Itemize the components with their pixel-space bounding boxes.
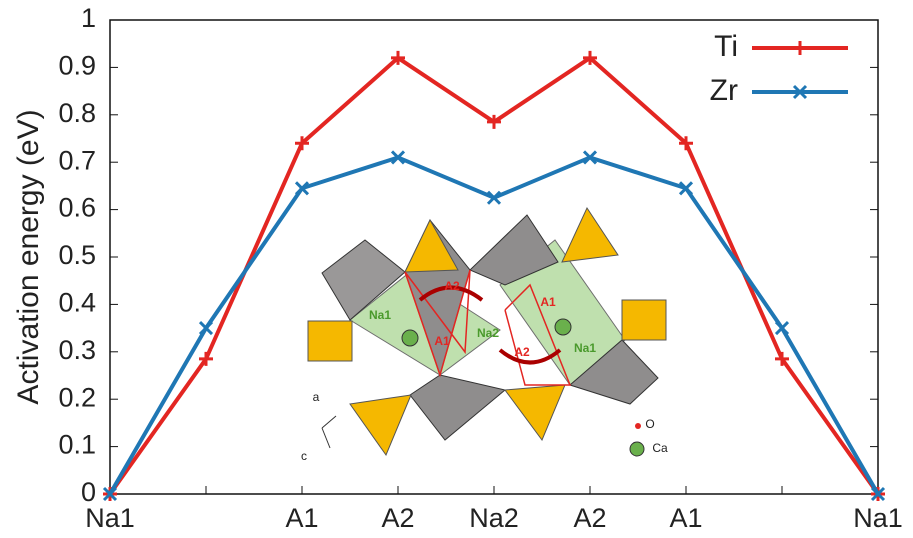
inset-label: Na1 [369, 308, 391, 322]
inset-label: A1 [540, 295, 556, 309]
y-tick-label: 0.5 [58, 240, 96, 270]
x-tick-label: Na2 [469, 503, 519, 533]
inset-label: Na1 [574, 341, 596, 355]
inset-ca [555, 319, 571, 335]
inset-ca [402, 330, 418, 346]
chart: Activation energy (eV) 00.10.20.30.40.50… [0, 0, 913, 538]
y-tick-label: 0.4 [58, 288, 96, 318]
y-tick-label: 0.8 [58, 98, 96, 128]
inset-axis [322, 428, 330, 448]
inset-label: Ca [652, 441, 668, 455]
legend-label: Zr [710, 74, 738, 107]
inset-label: Na2 [477, 326, 499, 340]
x-tick-label: Na1 [85, 503, 135, 533]
x-tick-label: Na1 [853, 503, 903, 533]
y-tick-label: 0.9 [58, 51, 96, 81]
marker [793, 41, 807, 55]
inset-label: A1 [434, 334, 450, 348]
inset-polyhedron [410, 375, 505, 440]
x-tick-label: A2 [573, 503, 606, 533]
inset-tetrahedron [505, 385, 565, 440]
y-tick-label: 0.2 [58, 382, 96, 412]
y-tick-label: 0.1 [58, 430, 96, 460]
inset-axis [322, 416, 336, 428]
inset-tetrahedron [562, 208, 618, 262]
inset-tetrahedron [350, 395, 411, 455]
inset-label: A2 [444, 279, 460, 293]
x-tick-label: A2 [381, 503, 414, 533]
inset-legend-ca [630, 442, 644, 456]
inset-square [308, 321, 352, 361]
marker [200, 322, 212, 334]
y-axis-title: Activation energy (eV) [12, 109, 45, 404]
x-tick-label: A1 [285, 503, 318, 533]
inset-label: c [301, 449, 307, 463]
inset-label: O [645, 417, 654, 431]
y-tick-label: 0.7 [58, 145, 96, 175]
inset-label: A2 [514, 345, 530, 359]
legend-label: Ti [714, 30, 738, 63]
marker [776, 322, 788, 334]
y-tick-label: 0.3 [58, 335, 96, 365]
y-tick-label: 0.6 [58, 193, 96, 223]
inset-square [622, 300, 666, 340]
inset-legend-o [635, 423, 641, 429]
inset-label: a [313, 390, 320, 404]
y-tick-label: 1 [81, 3, 96, 33]
x-tick-label: A1 [669, 503, 702, 533]
